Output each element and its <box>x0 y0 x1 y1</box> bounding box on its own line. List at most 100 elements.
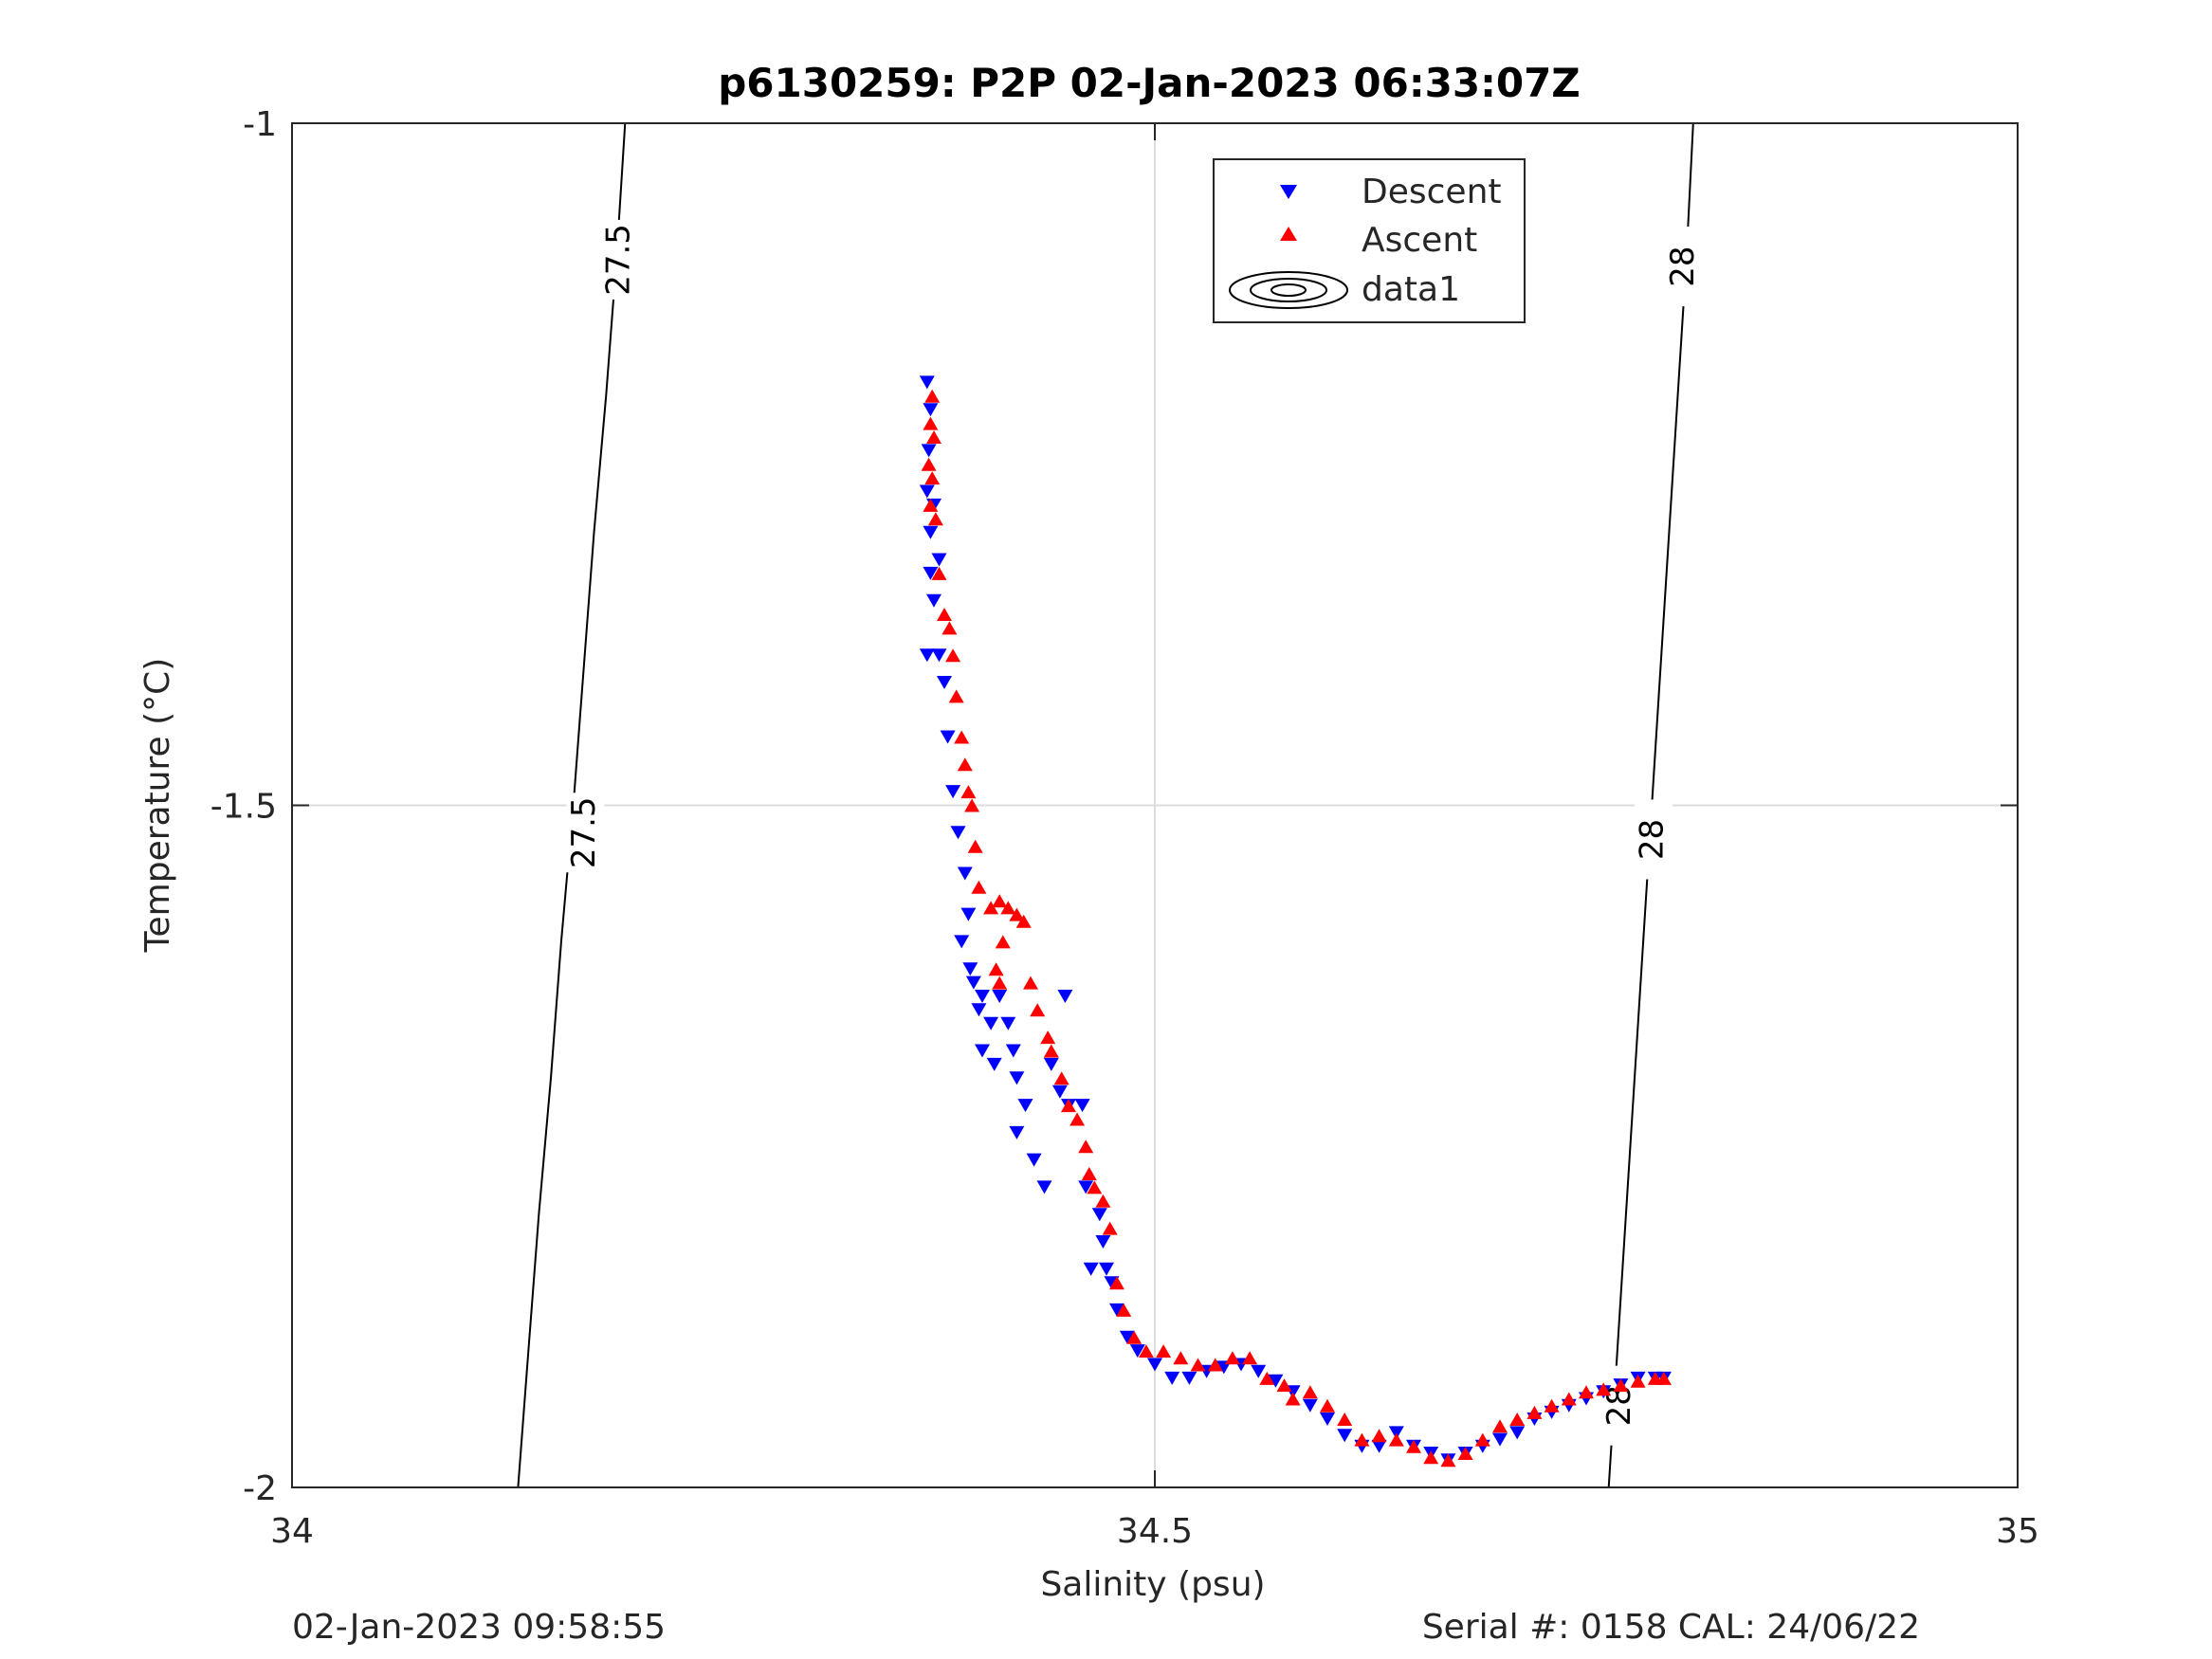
ascent-point <box>1207 1358 1223 1372</box>
descent-point <box>965 975 981 990</box>
descent-point <box>1043 1057 1059 1071</box>
ascent-point <box>1043 1044 1059 1058</box>
ascent-point <box>1061 1099 1076 1113</box>
descent-point <box>919 648 935 663</box>
descent-point <box>921 444 937 458</box>
legend-box <box>1213 158 1526 323</box>
descent-point <box>983 1016 999 1030</box>
descent-point <box>1129 1344 1145 1358</box>
ascent-point <box>992 975 1008 990</box>
descent-point <box>957 866 973 881</box>
descent-point <box>923 566 939 580</box>
axis-ticks: 34 34.5 35 -1 -1.5 -2 <box>210 105 2039 1551</box>
descent-point <box>1388 1426 1404 1440</box>
descent-point <box>1036 1180 1052 1194</box>
ascent-point <box>964 798 980 812</box>
contour-label: 28 <box>1633 819 1671 860</box>
descent-point <box>975 990 990 1003</box>
ascent-point <box>941 621 958 635</box>
x-axis-label: Salinity (psu) <box>1040 1565 1265 1604</box>
ascent-point <box>1173 1351 1189 1365</box>
ascent-point <box>921 457 937 471</box>
ascent-point <box>923 498 939 512</box>
ascent-point <box>1015 914 1032 928</box>
ascent-point <box>1655 1371 1672 1385</box>
footer-timestamp: 02-Jan-2023 09:58:55 <box>292 1608 666 1647</box>
ascent-point <box>1457 1447 1473 1460</box>
x-tick-label: 34 <box>270 1512 314 1551</box>
x-tick-label: 34.5 <box>1117 1512 1193 1551</box>
descent-point <box>1337 1429 1353 1443</box>
ascent-point <box>1030 1003 1046 1017</box>
descent-point <box>919 484 935 499</box>
legend-descent-marker <box>1280 185 1297 199</box>
descent-point <box>1320 1413 1335 1426</box>
ascent-point <box>983 901 999 915</box>
descent-point <box>1509 1426 1526 1440</box>
ascent-point <box>1109 1276 1124 1290</box>
legend: Descent Ascent data1 <box>1213 158 1526 323</box>
ascent-point <box>1337 1413 1353 1426</box>
x-tick-label: 35 <box>1996 1512 2039 1551</box>
ascent-point <box>1406 1439 1421 1453</box>
descent-point <box>923 403 939 417</box>
legend-ascent-marker <box>1280 227 1297 241</box>
ascent-point <box>1613 1378 1629 1393</box>
ascent-point <box>967 839 983 853</box>
descent-point <box>1251 1364 1267 1378</box>
ascent-point <box>1354 1432 1370 1447</box>
ascent-point <box>1276 1378 1292 1393</box>
ascent-point <box>1371 1429 1387 1443</box>
descent-point <box>1017 1099 1033 1113</box>
contour-label-background <box>600 219 639 300</box>
ascent-point <box>1095 1194 1111 1208</box>
ascent-point <box>957 757 973 772</box>
descent-point <box>1268 1374 1284 1388</box>
contour-label: 28 <box>1664 246 1702 286</box>
ascent-point <box>937 608 952 621</box>
ascent-point <box>1138 1344 1154 1358</box>
ascent-point <box>971 880 987 894</box>
descent-point <box>926 593 941 608</box>
ascent-point <box>1544 1398 1560 1413</box>
descent-point <box>1099 1262 1114 1276</box>
descent-point <box>971 1003 987 1017</box>
legend-descent-label: Descent <box>1362 173 1502 211</box>
ascent-point <box>1116 1303 1132 1317</box>
ascent-point <box>1023 975 1038 990</box>
ascent-point <box>1040 1030 1056 1045</box>
ascent-point <box>931 566 947 580</box>
descent-point <box>1057 990 1073 1003</box>
descent-point <box>1109 1303 1124 1317</box>
ascent-point <box>1259 1371 1275 1385</box>
descent-point <box>919 375 935 390</box>
descent-point <box>940 730 956 744</box>
ascent-point <box>954 730 970 744</box>
ascent-point <box>1102 1221 1118 1235</box>
ascent-point <box>1474 1432 1490 1447</box>
descent-point <box>960 907 977 921</box>
ascent-point <box>1492 1419 1508 1433</box>
ascent-point <box>1579 1385 1594 1399</box>
ascent-point <box>1087 1180 1103 1194</box>
descent-point <box>1147 1358 1162 1372</box>
ascent-point <box>992 894 1008 908</box>
chart-title: p6130259: P2P 02-Jan-2023 06:33:07Z <box>718 60 1581 106</box>
legend-data1-label: data1 <box>1362 270 1460 309</box>
descent-point <box>1119 1330 1135 1344</box>
ascent-point <box>945 648 961 663</box>
descent-point <box>1005 1044 1021 1058</box>
contour-label-background <box>566 793 605 873</box>
ascent-point <box>995 935 1011 949</box>
ascent-point <box>1009 907 1025 921</box>
ascent-point <box>1423 1450 1439 1465</box>
descent-point <box>1302 1398 1318 1413</box>
ascent-point <box>1285 1392 1301 1406</box>
ascent-point <box>1509 1413 1526 1426</box>
descent-point <box>1181 1371 1197 1385</box>
descent-point <box>1009 1071 1025 1085</box>
ascent-point <box>1000 901 1016 915</box>
ascent-point <box>924 471 941 485</box>
ascent-point <box>1440 1453 1456 1468</box>
ascent-point <box>1561 1392 1577 1406</box>
